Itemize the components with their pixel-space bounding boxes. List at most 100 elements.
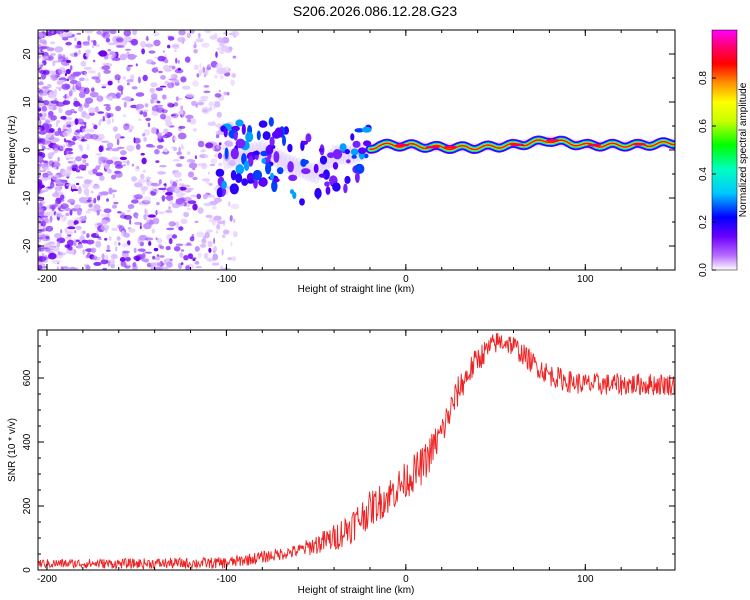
- ridge-peak: [545, 139, 560, 142]
- signal-blob: [301, 140, 308, 145]
- signal-blob: [305, 133, 312, 143]
- noise-blob: [228, 201, 231, 207]
- signal-blob: [344, 149, 350, 155]
- noise-blob: [214, 101, 221, 108]
- y-tick-label: -10: [22, 190, 33, 205]
- noise-blob: [39, 39, 47, 44]
- noise-blob: [186, 32, 191, 39]
- noise-blob: [50, 41, 56, 45]
- noise-blob: [216, 111, 222, 118]
- noise-blob: [126, 65, 131, 72]
- noise-blob: [162, 50, 165, 53]
- noise-blob: [106, 118, 112, 125]
- noise-blob: [95, 44, 100, 48]
- noise-blob: [141, 258, 148, 262]
- noise-blob: [221, 248, 224, 256]
- signal-blob: [299, 198, 305, 206]
- noise-blob: [148, 241, 152, 246]
- noise-blob: [84, 163, 89, 167]
- noise-blob: [192, 80, 199, 87]
- noise-blob: [110, 263, 115, 269]
- noise-blob: [229, 215, 233, 222]
- noise-blob: [213, 249, 216, 254]
- noise-blob: [192, 258, 196, 262]
- noise-blob: [96, 195, 101, 201]
- noise-blob: [156, 144, 164, 149]
- noise-blob: [55, 212, 62, 217]
- noise-blob: [131, 199, 139, 204]
- noise-blob: [215, 51, 218, 58]
- noise-blob: [152, 31, 160, 37]
- noise-blob: [162, 64, 170, 71]
- noise-blob: [138, 118, 142, 121]
- noise-blob: [57, 173, 62, 179]
- noise-blob: [135, 143, 141, 150]
- noise-blob: [58, 145, 64, 152]
- noise-blob: [153, 247, 159, 252]
- noise-blob: [72, 167, 77, 172]
- noise-blob: [116, 236, 121, 241]
- noise-blob: [106, 168, 112, 174]
- noise-blob: [193, 48, 198, 54]
- noise-blob: [201, 178, 210, 182]
- noise-blob: [54, 186, 63, 192]
- noise-blob: [145, 59, 154, 65]
- noise-blob: [218, 89, 221, 93]
- noise-blob: [38, 36, 41, 40]
- noise-blob: [208, 183, 213, 186]
- noise-blob: [39, 215, 49, 218]
- signal-blob: [350, 148, 359, 156]
- noise-blob: [48, 128, 55, 133]
- noise-blob: [38, 55, 42, 58]
- signal-blob: [269, 172, 275, 181]
- noise-blob: [214, 93, 222, 98]
- noise-blob: [73, 241, 77, 247]
- noise-blob: [87, 35, 90, 42]
- noise-blob: [38, 261, 44, 265]
- ridge-halo: [294, 157, 303, 178]
- noise-blob: [173, 79, 180, 83]
- noise-blob: [89, 91, 99, 98]
- noise-blob: [196, 193, 202, 200]
- noise-blob: [216, 223, 221, 230]
- noise-blob: [76, 32, 82, 35]
- noise-blob: [109, 189, 118, 193]
- noise-blob: [42, 118, 49, 121]
- signal-blob: [272, 177, 280, 183]
- noise-blob: [116, 146, 125, 149]
- noise-blob: [196, 38, 204, 43]
- noise-blob: [155, 160, 160, 163]
- signal-blob: [224, 147, 229, 160]
- noise-blob: [41, 144, 45, 148]
- noise-blob: [100, 83, 110, 87]
- noise-blob: [195, 265, 203, 269]
- snr-x-label: Height of straight line (km): [298, 585, 415, 596]
- noise-blob: [42, 74, 45, 79]
- noise-blob: [218, 162, 223, 167]
- noise-blob: [187, 253, 194, 259]
- noise-blob: [144, 43, 154, 48]
- noise-blob: [153, 39, 161, 47]
- signal-blob: [252, 169, 263, 181]
- noise-blob: [177, 68, 182, 71]
- signal-blob: [235, 164, 245, 175]
- signal-blob: [273, 151, 280, 163]
- noise-blob: [54, 131, 60, 137]
- noise-blob: [101, 140, 110, 143]
- noise-blob: [76, 209, 82, 216]
- noise-blob: [186, 151, 191, 155]
- noise-blob: [63, 138, 67, 142]
- noise-blob: [218, 142, 222, 146]
- noise-blob: [123, 214, 132, 220]
- noise-blob: [151, 183, 160, 187]
- noise-blob: [230, 30, 240, 37]
- noise-blob: [137, 178, 147, 184]
- noise-blob: [175, 96, 179, 102]
- noise-blob: [73, 220, 77, 226]
- noise-blob: [126, 210, 131, 212]
- noise-blob: [63, 30, 70, 33]
- noise-blob: [85, 210, 91, 214]
- noise-blob: [126, 160, 130, 166]
- noise-blob: [38, 46, 47, 50]
- noise-blob: [139, 226, 142, 230]
